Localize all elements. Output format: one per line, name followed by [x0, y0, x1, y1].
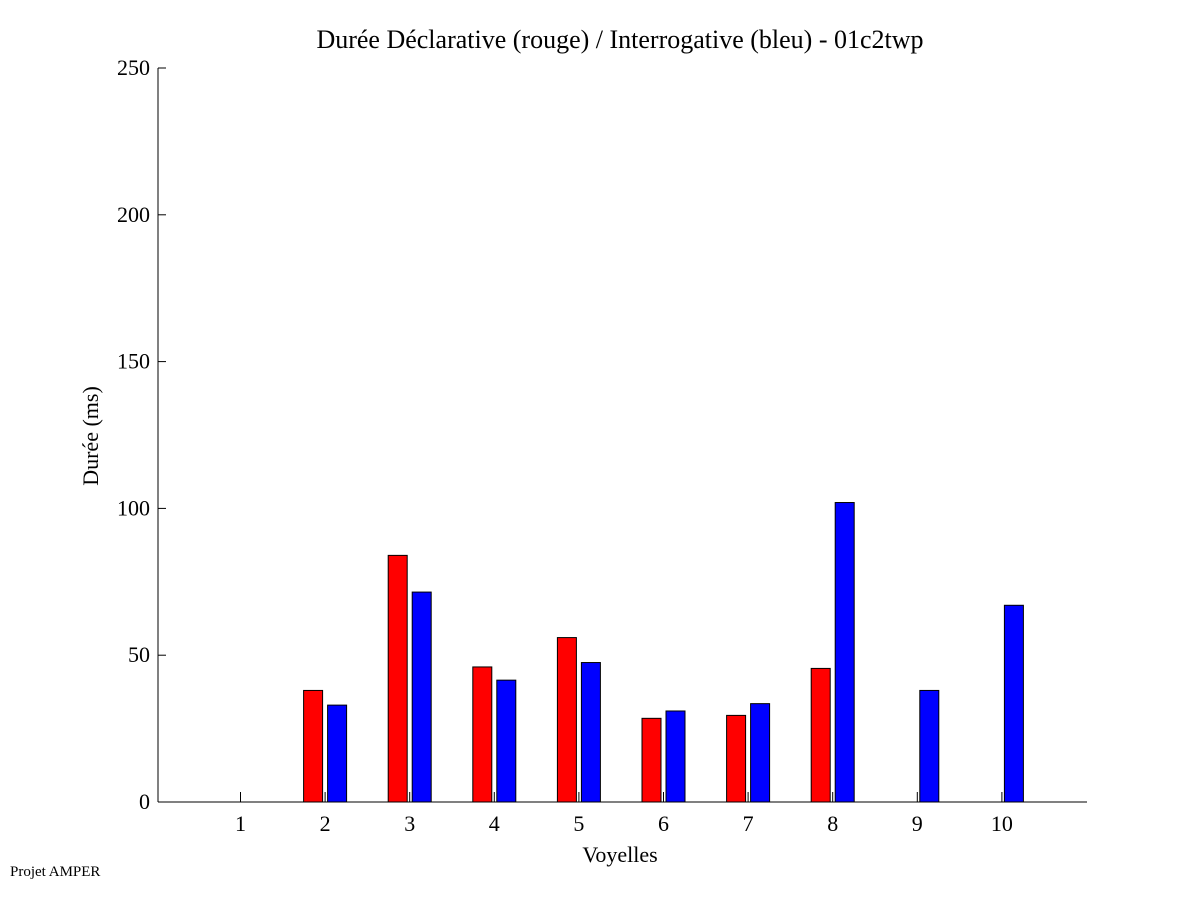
- y-tick-label: 250: [117, 55, 150, 80]
- x-tick-label: 1: [235, 811, 246, 836]
- axes-layer: 0 50 100 150 200 250 1 2 3 4 5 6 7 8 9 10: [117, 55, 1087, 836]
- y-axis-label: Durée (ms): [78, 386, 103, 486]
- y-tick-label: 150: [117, 349, 150, 374]
- x-tick-label: 2: [320, 811, 331, 836]
- bar-interrogative: [580, 662, 601, 803]
- bar-declarative: [641, 717, 662, 803]
- y-tick-label: 200: [117, 202, 150, 227]
- bar-declarative: [387, 554, 408, 803]
- x-tick-label: 10: [991, 811, 1013, 836]
- bar-declarative: [556, 637, 577, 803]
- bar-declarative: [472, 666, 493, 803]
- bar-interrogative: [1003, 604, 1024, 803]
- bar-interrogative: [919, 689, 940, 803]
- x-tick-label: 4: [489, 811, 500, 836]
- bar-interrogative: [496, 679, 517, 803]
- footer-credit: Projet AMPER: [10, 864, 101, 880]
- bar-interrogative: [327, 704, 348, 803]
- bar-declarative: [303, 689, 324, 803]
- bar-interrogative: [411, 591, 432, 803]
- bar-interrogative: [750, 703, 771, 803]
- y-tick-label: 0: [139, 789, 150, 814]
- x-tick-label: 3: [404, 811, 415, 836]
- x-tick-label: 5: [573, 811, 584, 836]
- chart-title: Durée Déclarative (rouge) / Interrogativ…: [316, 25, 923, 54]
- x-tick-label: 9: [912, 811, 923, 836]
- bar-declarative: [810, 667, 831, 803]
- x-axis-label: Voyelles: [582, 842, 657, 867]
- bar-interrogative: [665, 710, 686, 803]
- x-tick-label: 6: [658, 811, 669, 836]
- y-tick-label: 100: [117, 495, 150, 520]
- bar-declarative: [726, 714, 747, 803]
- x-tick-label: 8: [827, 811, 838, 836]
- y-tick-label: 50: [128, 642, 150, 667]
- bars-layer: [303, 502, 1024, 803]
- x-tick-label: 7: [743, 811, 754, 836]
- bar-interrogative: [834, 502, 855, 803]
